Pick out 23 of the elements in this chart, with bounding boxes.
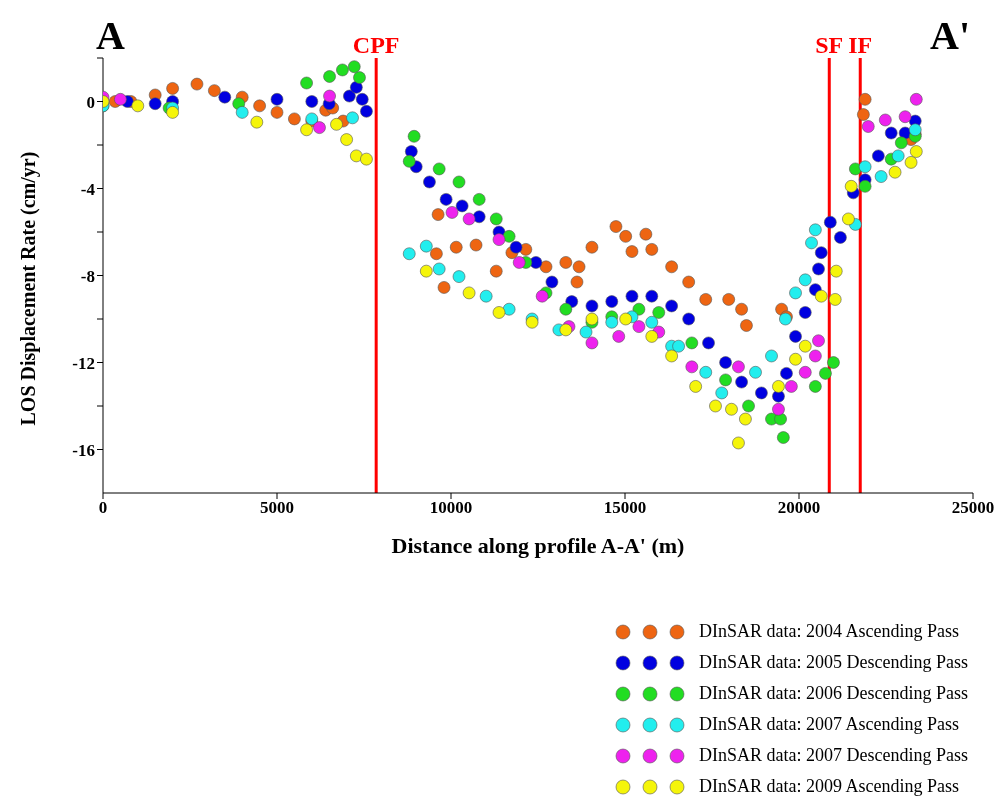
annotation: A [96,12,125,59]
legend-label: DInSAR data: 2006 Descending Pass [699,683,968,704]
y-tick-label: -12 [72,353,95,373]
x-tick-label: 25000 [951,498,995,518]
annotation: A' [930,12,970,59]
y-tick-label: 0 [86,92,95,112]
ref-line-label: IF [848,32,873,58]
y-tick-label: -16 [72,440,95,460]
legend-label: DInSAR data: 2004 Ascending Pass [699,621,960,642]
ref-line-label: CPF [352,32,400,58]
y-tick-label: -8 [80,266,95,286]
legend-label: DInSAR data: 2007 Ascending Pass [699,714,960,735]
x-tick-label: 5000 [260,498,294,518]
legend-label: DInSAR data: 2007 Descending Pass [699,745,968,766]
x-tick-label: 15000 [603,498,647,518]
y-axis-title: LOS Displacement Rate (cm/yr) [17,151,41,426]
legend-label: DInSAR data: 2005 Descending Pass [699,652,968,673]
y-tick-label: -4 [80,179,96,199]
x-axis-title: Distance along profile A-A' (m) [391,533,685,558]
legend-label: DInSAR data: 2009 Ascending Pass [699,776,960,797]
ref-line-label: SF [815,32,844,58]
x-tick-label: 20000 [777,498,821,518]
x-tick-label: 10000 [429,498,473,518]
